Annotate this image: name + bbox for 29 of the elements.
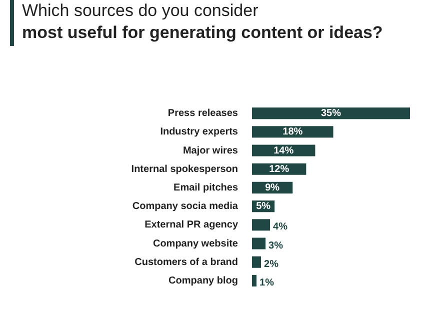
- bar: [252, 256, 262, 268]
- data-label: 9%: [265, 182, 280, 194]
- y-tick-label: Press releases: [168, 108, 238, 120]
- y-tick-label: Company website: [152, 238, 238, 250]
- bar: [252, 144, 316, 156]
- y-tick-label: Customers of a brand: [134, 256, 238, 268]
- y-tick-label: Company blog: [168, 275, 238, 286]
- chart-subtitle: most useful for generating content or ideas?: [22, 23, 383, 42]
- bar: [252, 274, 257, 286]
- y-tick-label: Industry experts: [160, 126, 238, 138]
- y-tick-label: Company socia media: [132, 201, 238, 212]
- data-label: 3%: [268, 240, 284, 252]
- data-label: 5%: [256, 201, 271, 212]
- y-tick-label: Internal spokesperson: [131, 164, 238, 175]
- y-tick-label: Major wires: [182, 145, 238, 156]
- data-label: 18%: [282, 126, 303, 138]
- data-label: 4%: [273, 222, 288, 233]
- y-tick-label: Email pitches: [174, 182, 238, 194]
- bar: [252, 238, 266, 250]
- data-label: 12%: [269, 164, 290, 175]
- bar: [252, 126, 334, 138]
- bar: [252, 219, 270, 231]
- bar: [252, 108, 410, 120]
- y-tick-label: External PR agency: [144, 220, 238, 231]
- data-label: 35%: [320, 108, 342, 120]
- data-label: 1%: [260, 277, 274, 288]
- data-label: 14%: [274, 145, 294, 156]
- data-label: 2%: [264, 258, 279, 270]
- chart-title: Which sources do you consider: [22, 1, 258, 20]
